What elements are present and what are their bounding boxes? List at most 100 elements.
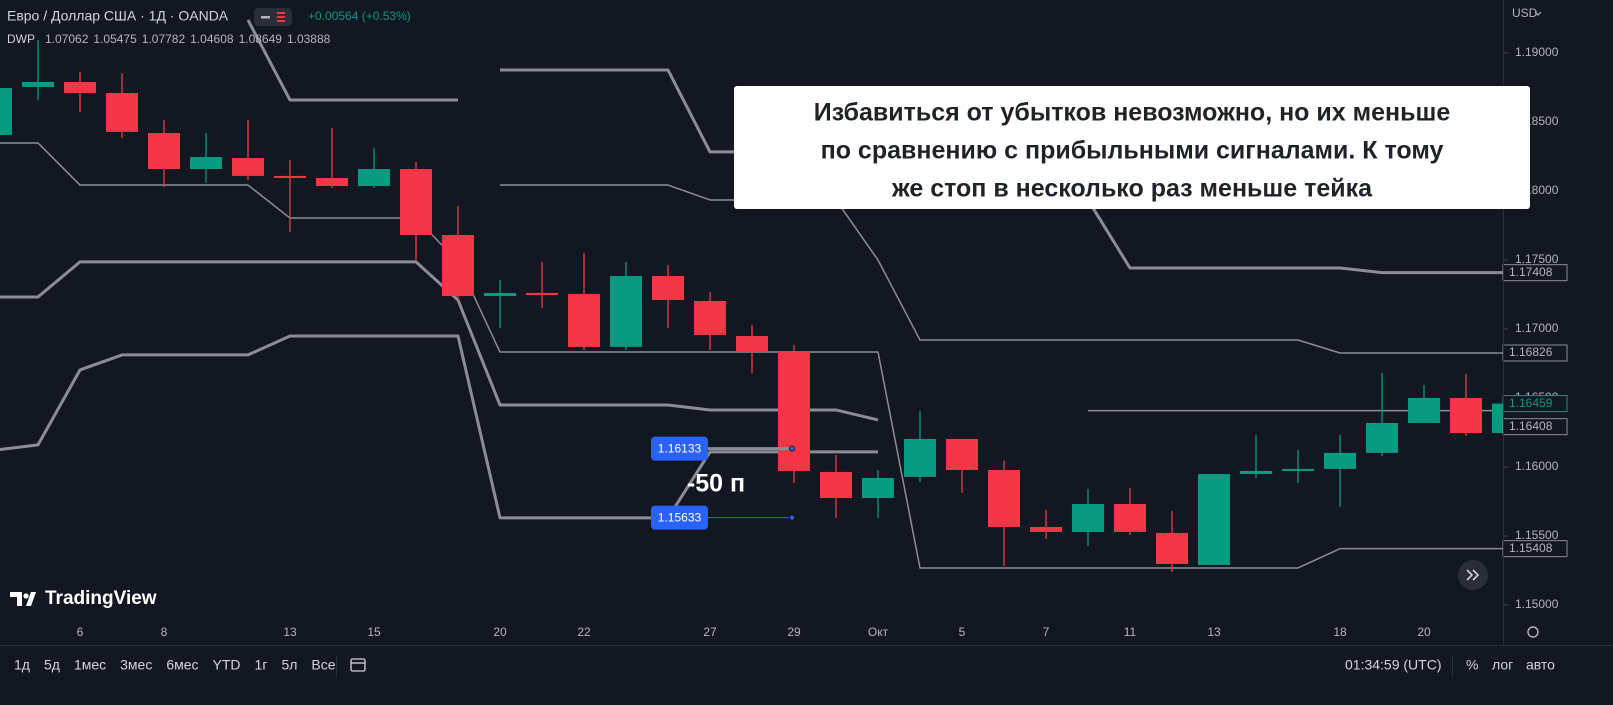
position-label-box[interactable]: [651, 436, 708, 461]
settings-button[interactable]: [1527, 626, 1539, 638]
logo-mark: [10, 592, 36, 606]
current-price: 1.16459: [1509, 396, 1553, 410]
x-tick-label: 13: [283, 625, 297, 639]
candle-body: [1072, 503, 1104, 532]
candle-body: [484, 292, 516, 296]
y-tick-label: 1.16000: [1515, 459, 1559, 473]
logo-text: TradingView: [45, 588, 157, 609]
y-tick-label: 1.17000: [1515, 321, 1559, 335]
range-button[interactable]: 5д: [44, 657, 60, 673]
x-tick-label: 7: [1043, 625, 1050, 639]
clock[interactable]: 01:34:59 (UTC): [1345, 657, 1441, 673]
candle-body: [148, 133, 180, 170]
price-label: 1.15408: [1509, 541, 1553, 555]
candle-body: [820, 471, 852, 499]
candle-body: [862, 478, 894, 499]
icon: [277, 16, 285, 18]
note-box: [734, 86, 1530, 209]
x-tick-label: 5: [959, 625, 966, 639]
indicator-line: [0, 334, 878, 520]
candle-body: [1198, 474, 1230, 565]
x-tick-label: 11: [1124, 625, 1137, 639]
range-button[interactable]: YTD: [213, 657, 241, 673]
candle-body: [526, 292, 558, 296]
candle-body: [232, 158, 264, 176]
candle-body: [610, 275, 642, 347]
symbol[interactable]: Евро / Доллар США · 1Д · OANDA: [7, 8, 229, 24]
icon: [277, 12, 285, 14]
y-tick-label: 1.19000: [1515, 45, 1559, 59]
range-button[interactable]: 1мес: [74, 657, 106, 673]
price-label: 1.16826: [1509, 345, 1553, 359]
indicator-value: 1.08649: [239, 32, 283, 46]
visibility-toggle[interactable]: [254, 8, 292, 26]
indicator-value: 1.07782: [142, 32, 186, 46]
candle-body: [694, 300, 726, 335]
toolbar: 1д 5д 1мес 3мес 6мес YTD 1г 5л Все% лог авто: [14, 657, 1555, 673]
candle-body: [652, 275, 684, 300]
candle-body: [274, 175, 306, 179]
logo-mark: [23, 593, 29, 599]
candle-body: [946, 438, 978, 471]
indicator-value: 1.05475: [93, 32, 137, 46]
candle-body: [190, 157, 222, 170]
candle-body: [1324, 452, 1356, 469]
change: +0.00564 (+0.53%): [308, 9, 411, 23]
indicator-value: 1.03888: [287, 32, 331, 46]
icon: [261, 16, 270, 19]
price-label: 1.16408: [1509, 419, 1553, 433]
x-tick-label: 20: [493, 625, 507, 639]
indicator-line: [0, 260, 879, 422]
icon: [277, 20, 285, 22]
y-tick-label: 1.17500: [1515, 252, 1559, 266]
indicator-line: [500, 184, 1503, 354]
position-handle[interactable]: [789, 445, 795, 452]
candle-body: [736, 336, 768, 353]
axis-option[interactable]: авто: [1526, 657, 1555, 673]
indicator-name[interactable]: DWP: [7, 32, 35, 46]
x-tick-label: 22: [577, 625, 591, 639]
x-tick-label: 29: [787, 625, 801, 639]
indicator-values: 1.07062 1.05475 1.07782 1.04608 1.08649 1.038…: [45, 32, 331, 46]
currency[interactable]: USD: [1512, 6, 1538, 20]
candle-body: [1492, 403, 1503, 434]
range-button[interactable]: 1д: [14, 657, 30, 673]
date-range-button[interactable]: [350, 658, 366, 672]
x-tick-label: 18: [1333, 625, 1347, 639]
position-label: 1.16133: [658, 441, 702, 455]
candle-body: [904, 438, 936, 477]
x-tick-label: 27: [703, 625, 717, 639]
candle-body: [442, 235, 474, 296]
range-button[interactable]: Все: [311, 657, 335, 673]
range-button[interactable]: 6мес: [166, 657, 198, 673]
position-label-box[interactable]: [651, 505, 708, 530]
position-result: -50 п: [687, 470, 745, 498]
candle-body: [0, 88, 12, 135]
candle-body: [568, 293, 600, 347]
axis-option[interactable]: %: [1466, 657, 1478, 673]
range-button[interactable]: 3мес: [120, 657, 152, 673]
indicator-value: 1.07062: [45, 32, 89, 46]
x-tick-label: 6: [77, 625, 84, 639]
icon: [1466, 569, 1480, 581]
candle-body: [1240, 470, 1272, 475]
candle-body: [1408, 397, 1440, 423]
candle-body: [1366, 422, 1398, 453]
price-label: 1.17408: [1509, 265, 1553, 279]
candle-body: [1030, 526, 1062, 532]
position-handle[interactable]: [789, 514, 795, 521]
x-tick-label: 15: [367, 625, 381, 639]
range-button[interactable]: 5л: [281, 657, 297, 673]
note-line: по сравнению с прибыльными сигналами. К …: [821, 137, 1444, 165]
candle-body: [778, 352, 810, 471]
indicator-value: 1.04608: [190, 32, 234, 46]
candle-body: [64, 81, 96, 94]
range-button[interactable]: 1г: [255, 657, 268, 673]
overlays: 1.16133 1.15633 -50 п: [651, 436, 795, 530]
candle-body: [1114, 503, 1146, 532]
axis-option[interactable]: лог: [1492, 657, 1513, 673]
x-tick-label: 8: [161, 625, 168, 639]
position-label: 1.15633: [658, 510, 702, 524]
